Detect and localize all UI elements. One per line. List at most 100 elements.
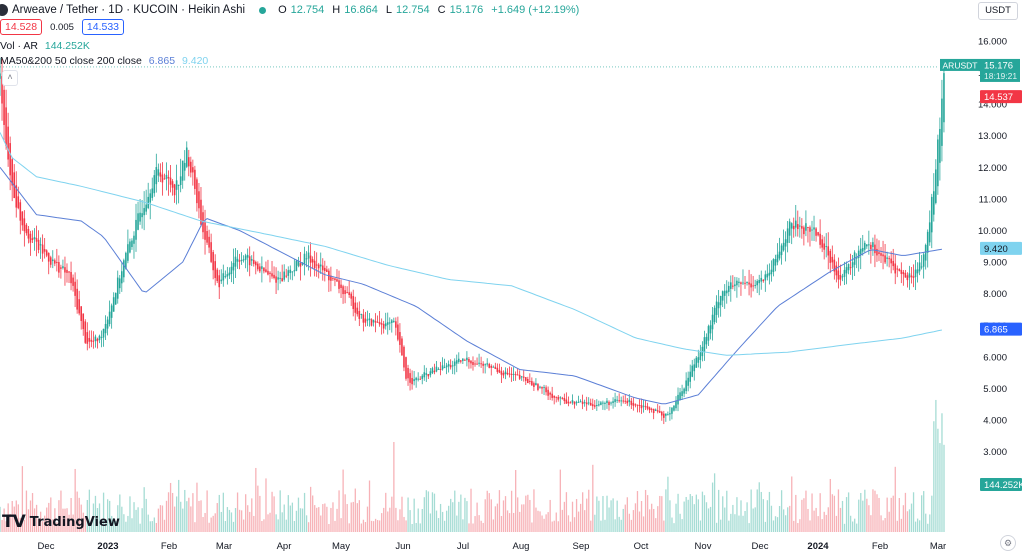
- candle-body: [299, 263, 302, 267]
- volume-bar: [37, 518, 40, 532]
- volume-bar: [362, 519, 365, 532]
- candle-body: [577, 401, 580, 403]
- candle-body: [252, 259, 255, 264]
- candle-body: [92, 340, 95, 342]
- market-status-icon: [259, 6, 267, 14]
- x-axis-tick-label: Mar: [216, 541, 232, 552]
- volume-bar: [628, 513, 630, 532]
- volume-bar: [825, 514, 827, 532]
- candle-body: [774, 259, 777, 266]
- candle-body: [131, 240, 133, 248]
- candle-body: [587, 402, 590, 404]
- volume-bar: [699, 520, 702, 532]
- candle-body: [338, 280, 340, 289]
- candle-body: [622, 400, 625, 402]
- candle-body: [508, 373, 511, 375]
- volume-bar: [441, 511, 444, 532]
- currency-selector[interactable]: USDT: [978, 2, 1018, 20]
- volume-bar: [789, 505, 791, 532]
- candle-body: [630, 400, 633, 405]
- y-axis-tick-label: 5.000: [983, 384, 1007, 395]
- volume-bar: [882, 520, 884, 532]
- axis-price-tag-bg: [980, 90, 1022, 104]
- volume-bar: [188, 497, 190, 532]
- volume-bar: [391, 496, 393, 532]
- candle-body: [866, 244, 868, 247]
- candle-body: [516, 374, 519, 376]
- candle-body: [522, 376, 525, 378]
- collapse-legend-chevron-icon[interactable]: ˄: [2, 70, 18, 86]
- candle-body: [717, 302, 720, 309]
- candle-body: [484, 364, 486, 366]
- ma-legend[interactable]: MA50&200 50 close 200 close 6.865 9.420: [0, 55, 208, 67]
- volume-bar: [11, 500, 13, 532]
- volume-bar: [222, 492, 224, 532]
- volume-bar: [770, 505, 773, 532]
- volume-bar: [13, 506, 15, 532]
- last-price-tag-bg: [980, 58, 1020, 82]
- volume-bar: [19, 517, 21, 532]
- candle-body: [555, 396, 558, 398]
- candle-body: [823, 243, 825, 250]
- volume-bar: [141, 508, 143, 532]
- candle-body: [912, 276, 915, 278]
- candle-body: [510, 373, 513, 375]
- volume-bar: [626, 497, 628, 532]
- candle-body: [612, 401, 614, 403]
- volume-bar: [750, 489, 752, 532]
- volume-bar: [476, 502, 478, 532]
- candle-body: [805, 223, 807, 231]
- candle-body: [764, 274, 767, 281]
- candle-body: [177, 184, 180, 186]
- candle-body: [593, 405, 596, 407]
- volume-bar: [738, 515, 740, 532]
- symbol-title[interactable]: Arweave / Tether · 1D · KUCOIN · Heikin …: [12, 4, 246, 16]
- volume-bar: [216, 503, 218, 532]
- candle-body: [918, 262, 921, 272]
- candle-body: [916, 269, 919, 274]
- candle-body: [66, 269, 68, 273]
- volume-bar: [289, 505, 291, 532]
- x-axis-tick-label: Apr: [277, 541, 292, 552]
- candle-body: [344, 290, 346, 295]
- axis-price-tag-bg: [980, 241, 1022, 255]
- candle-body: [898, 269, 901, 271]
- volume-bar: [866, 498, 868, 532]
- candle-body: [403, 346, 405, 368]
- volume-bar: [240, 510, 243, 532]
- volume-bar: [632, 510, 635, 532]
- candle-body: [82, 313, 85, 330]
- candle-body: [535, 383, 537, 386]
- candle-body: [606, 400, 608, 404]
- candle-body: [547, 389, 549, 396]
- volume-bar: [433, 493, 436, 532]
- tradingview-logo[interactable]: 𝗧𝗩 TradingView: [2, 512, 120, 532]
- volume-bar: [827, 507, 829, 532]
- volume-legend[interactable]: Vol · AR 144.252K: [0, 40, 90, 52]
- candle-body: [151, 188, 154, 198]
- candle-body: [768, 272, 771, 276]
- volume-bar: [62, 508, 64, 532]
- candle-body: [567, 401, 570, 404]
- sell-price-button[interactable]: 14.528: [0, 19, 43, 35]
- volume-bar: [555, 512, 557, 532]
- candle-body: [545, 387, 547, 393]
- scale-settings-icon[interactable]: ⚙: [1000, 535, 1016, 551]
- candle-body: [397, 324, 399, 340]
- volume-bar: [847, 492, 850, 532]
- candle-body: [196, 179, 198, 204]
- candle-body: [321, 265, 324, 271]
- volume-bar: [425, 490, 427, 532]
- volume-bar: [309, 486, 312, 532]
- volume-bar: [756, 489, 758, 532]
- candle-body: [419, 378, 422, 380]
- candle-body: [354, 302, 357, 313]
- candle-body: [928, 222, 931, 243]
- volume-bar: [606, 495, 608, 532]
- candle-body: [667, 414, 669, 416]
- candle-body: [411, 377, 413, 385]
- volume-bar: [411, 523, 413, 532]
- buy-price-button[interactable]: 14.533: [81, 19, 125, 35]
- volume-bar: [918, 520, 921, 532]
